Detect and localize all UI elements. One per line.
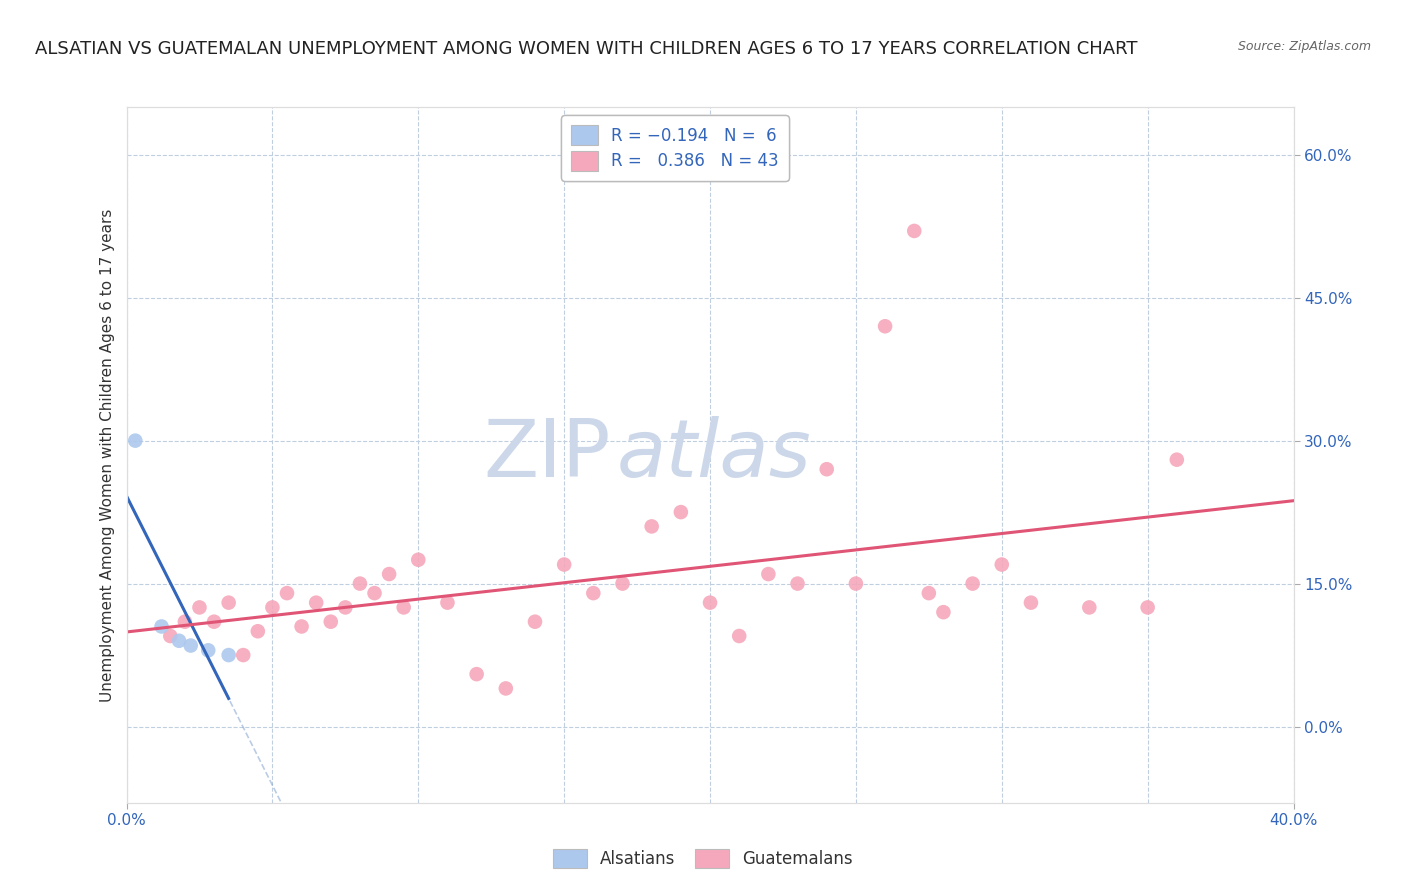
Point [756,567,779,582]
Legend: R = −0.194   N =  6, R =   0.386   N = 43: R = −0.194 N = 6, R = 0.386 N = 43 [561,115,789,180]
Point [495,681,517,696]
Point [305,596,328,610]
Point [202,615,225,629]
Point [290,619,312,633]
Point [232,648,254,662]
Y-axis label: Unemployment Among Women with Children Ages 6 to 17 years: Unemployment Among Women with Children A… [100,208,115,702]
Point [582,586,605,600]
Point [875,319,897,334]
Point [728,629,751,643]
Point [524,615,547,629]
Point [188,600,211,615]
Point [408,553,430,567]
Point [1078,600,1101,615]
Point [845,576,868,591]
Point [218,648,240,662]
Point [1019,596,1042,610]
Point [392,600,415,615]
Text: ZIP: ZIP [484,416,610,494]
Point [465,667,488,681]
Point [436,596,458,610]
Point [903,224,925,238]
Point [932,605,955,619]
Point [174,615,197,629]
Point [276,586,298,600]
Point [159,629,181,643]
Point [124,434,146,448]
Point [262,600,284,615]
Point [962,576,984,591]
Point [815,462,838,476]
Point [918,586,941,600]
Point [363,586,385,600]
Point [612,576,634,591]
Point [786,576,808,591]
Point [349,576,371,591]
Text: ALSATIAN VS GUATEMALAN UNEMPLOYMENT AMONG WOMEN WITH CHILDREN AGES 6 TO 17 YEARS: ALSATIAN VS GUATEMALAN UNEMPLOYMENT AMON… [35,40,1137,58]
Point [641,519,664,533]
Point [1136,600,1159,615]
Text: atlas: atlas [617,416,811,494]
Point [319,615,342,629]
Point [167,633,190,648]
Point [990,558,1012,572]
Point [218,596,240,610]
Point [699,596,721,610]
Point [197,643,219,657]
Point [669,505,692,519]
Point [246,624,269,639]
Point [150,619,173,633]
Legend: Alsatians, Guatemalans: Alsatians, Guatemalans [547,842,859,875]
Text: Source: ZipAtlas.com: Source: ZipAtlas.com [1237,40,1371,54]
Point [180,639,202,653]
Point [378,567,401,582]
Point [1166,452,1188,467]
Point [335,600,357,615]
Point [553,558,575,572]
